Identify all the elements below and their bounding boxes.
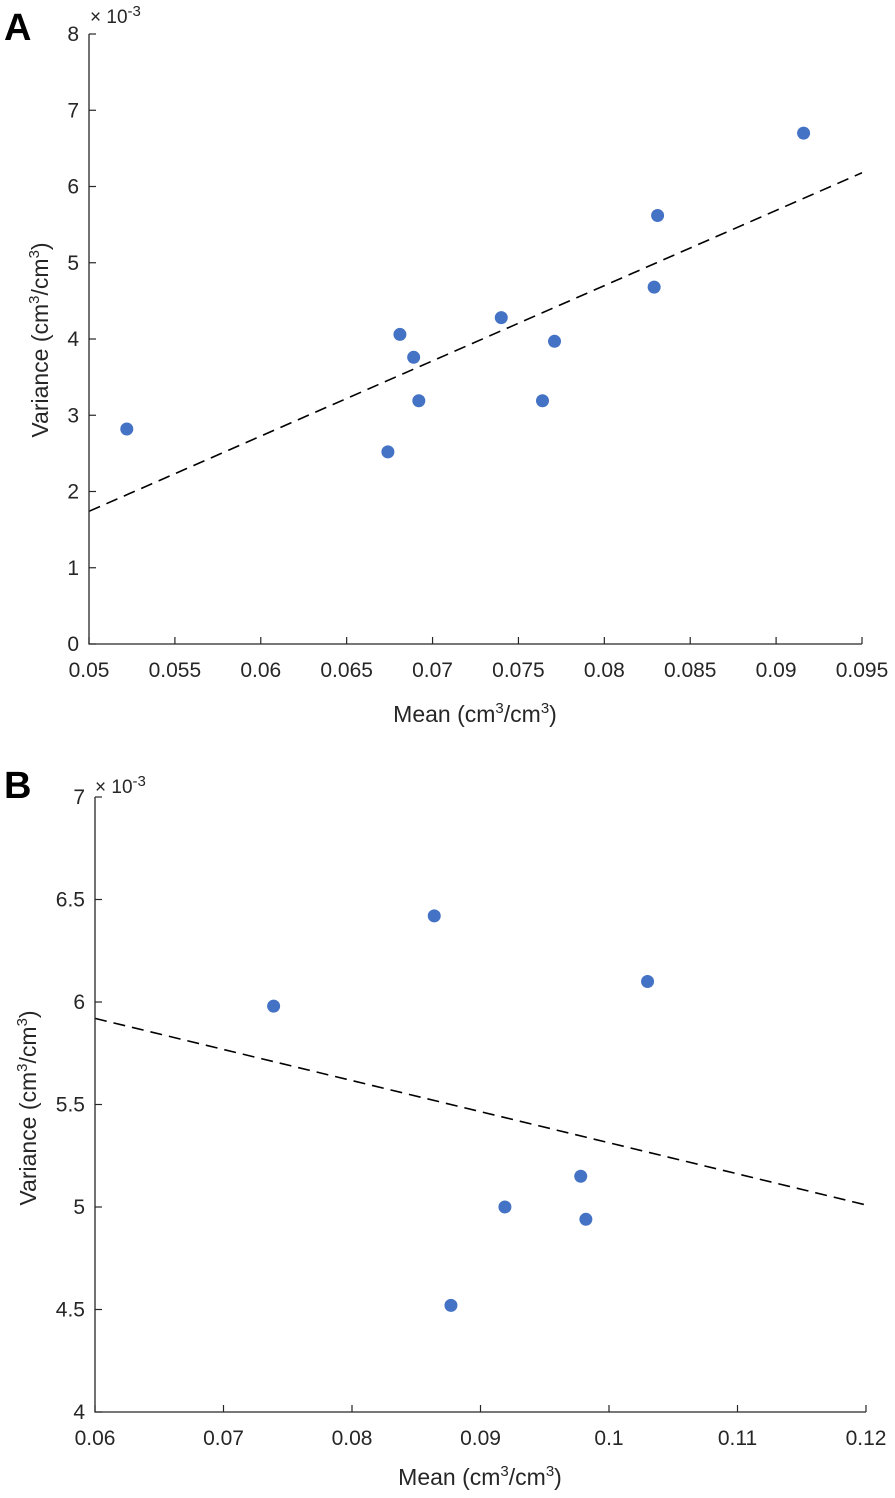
data-point (120, 422, 134, 436)
data-point (651, 208, 665, 222)
data-point (574, 1169, 588, 1183)
data-point (381, 445, 395, 459)
y-tick-label: 6.5 (56, 889, 85, 912)
x-ticks-b: 0.06 0.07 0.08 0.09 0.1 0.11 0.12 (75, 1405, 887, 1450)
x-tick-label: 0.12 (846, 1427, 887, 1450)
data-point (498, 1200, 512, 1214)
data-point (393, 327, 407, 341)
data-point (412, 394, 426, 408)
axes-b (94, 797, 866, 1413)
data-point (647, 280, 661, 294)
data-point (407, 350, 421, 364)
points-b (267, 909, 655, 1312)
x-tick-label: 0.08 (584, 659, 625, 682)
y-tick-label: 5.5 (56, 1094, 85, 1117)
data-point (797, 126, 811, 140)
x-tick-label: 0.11 (718, 1427, 757, 1450)
x-tick-label: 0.09 (460, 1427, 501, 1450)
y-tick-label: 5 (73, 1196, 85, 1219)
x-tick-label: 0.065 (320, 659, 373, 682)
data-point (444, 1298, 458, 1312)
y-exponent-label-b: × 10-3 (95, 773, 146, 798)
x-tick-label: 0.055 (149, 659, 202, 682)
y-tick-label: 3 (67, 404, 79, 427)
data-point (579, 1212, 593, 1226)
x-ticks-a: 0.05 0.055 0.06 0.065 0.07 0.075 0.08 0.085 0.09… (69, 637, 889, 682)
x-axis-label-b: Mean (cm3/cm3) (398, 1463, 562, 1490)
x-tick-label: 0.085 (664, 659, 717, 682)
data-point (548, 334, 562, 348)
y-axis-label-b: Variance (cm3/cm3) (14, 1010, 41, 1205)
y-tick-label: 7 (73, 786, 85, 809)
y-tick-label: 2 (67, 481, 79, 504)
y-exponent-label-a: × 10-3 (90, 3, 141, 28)
y-tick-label: 0 (67, 633, 79, 656)
data-point (427, 909, 441, 923)
y-tick-label: 4.5 (56, 1299, 85, 1322)
panel-b: B × 10-3 0.06 0.07 0.08 0.09 0.1 0.11 0.12 4 4.… (4, 765, 886, 1490)
fit-line-group-a (88, 172, 863, 513)
x-tick-label: 0.08 (332, 1427, 373, 1450)
x-tick-label: 0.1 (594, 1427, 623, 1450)
x-tick-label: 0.09 (756, 659, 797, 682)
y-tick-label: 1 (67, 557, 79, 580)
x-tick-label: 0.095 (836, 659, 889, 682)
y-tick-label: 6 (73, 991, 85, 1014)
y-ticks-a: 0 1 2 3 4 5 6 7 8 (67, 23, 96, 656)
data-point (267, 999, 281, 1013)
points-a (120, 126, 811, 459)
x-tick-label: 0.06 (240, 659, 281, 682)
y-ticks-b: 4 4.5 5 5.5 6 6.5 7 (56, 786, 102, 1424)
x-axis-label-a: Mean (cm3/cm3) (393, 700, 557, 727)
panel-label-a: A (4, 7, 31, 49)
fit-line (88, 172, 863, 513)
y-tick-label: 5 (67, 252, 79, 275)
y-tick-label: 6 (67, 176, 79, 199)
data-point (535, 394, 549, 408)
y-tick-label: 7 (67, 99, 79, 122)
y-axis-label-a: Variance (cm3/cm3) (26, 242, 53, 437)
x-tick-label: 0.07 (203, 1427, 244, 1450)
data-point (494, 311, 508, 325)
panel-a: A × 10-3 0.05 0.055 0.06 0.065 0.07 0.075 0.08… (4, 3, 888, 727)
y-tick-label: 8 (67, 23, 79, 46)
panel-label-b: B (4, 765, 31, 807)
axes-a (88, 34, 862, 645)
x-tick-label: 0.07 (412, 659, 453, 682)
fit-line-group-b (94, 1017, 867, 1206)
fit-line (94, 1017, 867, 1206)
y-tick-label: 4 (73, 1401, 85, 1424)
x-tick-label: 0.05 (69, 659, 110, 682)
x-tick-label: 0.06 (75, 1427, 116, 1450)
y-tick-label: 4 (67, 328, 79, 351)
x-tick-label: 0.075 (492, 659, 545, 682)
data-point (641, 975, 655, 988)
